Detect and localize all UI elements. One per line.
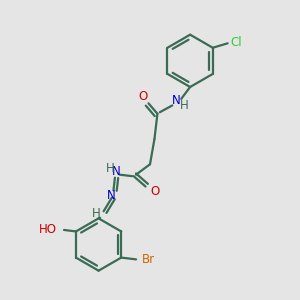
Text: Br: Br [142,254,155,266]
Text: HO: HO [39,224,57,236]
Text: N: N [107,189,116,202]
Text: H: H [180,99,189,112]
Text: H: H [92,207,101,220]
Text: Cl: Cl [231,36,242,49]
Text: H: H [106,162,114,175]
Text: N: N [112,165,121,178]
Text: N: N [172,94,181,107]
Text: O: O [139,90,148,103]
Text: O: O [150,185,159,198]
